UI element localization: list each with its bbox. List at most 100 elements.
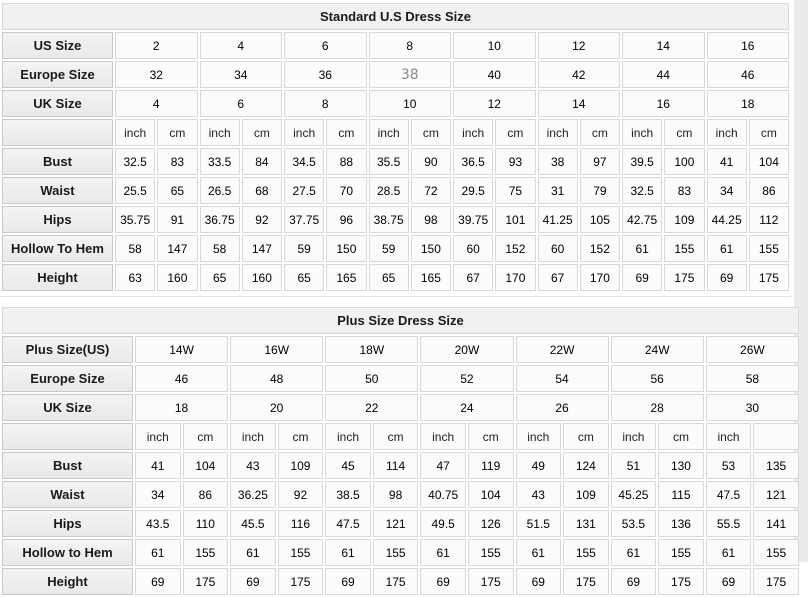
row-label: Europe Size bbox=[2, 365, 133, 392]
value-cell: 67 bbox=[453, 264, 494, 291]
value-cell: 69 bbox=[135, 568, 181, 595]
value-cell: 61 bbox=[706, 235, 747, 262]
value-cell: 49 bbox=[515, 452, 562, 479]
row-label bbox=[2, 119, 113, 146]
value-cell: 104 bbox=[182, 452, 229, 479]
value-cell: 36.75 bbox=[199, 206, 240, 233]
value-cell: 41 bbox=[706, 148, 747, 175]
value-cell: 37.75 bbox=[284, 206, 325, 233]
value-cell: 152 bbox=[495, 235, 536, 262]
value-cell: 155 bbox=[748, 235, 789, 262]
unit-cell: cm bbox=[372, 423, 419, 450]
unit-cell: cm bbox=[658, 423, 704, 450]
value-cell: 43 bbox=[515, 481, 562, 508]
value-cell: 38.75 bbox=[368, 206, 409, 233]
size-header-row: Europe Size 46 48 50 52 54 56 58 bbox=[2, 365, 799, 392]
row-label: Bust bbox=[2, 148, 113, 175]
value-cell: 69 bbox=[610, 568, 657, 595]
unit-cell: inch bbox=[420, 423, 466, 450]
plus-size-dress-size-table: Plus Size Dress Size Plus Size(US) 14W 16W 1… bbox=[0, 305, 801, 597]
size-cell: 34 bbox=[199, 61, 282, 88]
unit-row: inch cm inch cm inch cm inch cm inch cm inch cm inch bbox=[2, 423, 799, 450]
value-cell: 36.5 bbox=[453, 148, 494, 175]
value-cell: 152 bbox=[579, 235, 620, 262]
value-cell: 96 bbox=[326, 206, 367, 233]
unit-cell: inch bbox=[325, 423, 371, 450]
value-cell: 60 bbox=[537, 235, 578, 262]
value-cell: 51 bbox=[610, 452, 657, 479]
size-cell: 8 bbox=[284, 90, 367, 117]
value-cell: 91 bbox=[157, 206, 198, 233]
size-cell: 26 bbox=[515, 394, 609, 421]
value-cell: 47.5 bbox=[325, 510, 371, 537]
value-cell: 83 bbox=[664, 177, 705, 204]
value-cell: 72 bbox=[410, 177, 451, 204]
unit-cell: inch bbox=[622, 119, 663, 146]
unit-cell: inch bbox=[135, 423, 181, 450]
size-cell: 58 bbox=[705, 365, 799, 392]
value-cell: 28.5 bbox=[368, 177, 409, 204]
value-cell: 60 bbox=[453, 235, 494, 262]
value-cell: 112 bbox=[748, 206, 789, 233]
value-cell: 92 bbox=[241, 206, 282, 233]
unit-cell: inch bbox=[199, 119, 240, 146]
unit-cell: cm bbox=[495, 119, 536, 146]
value-cell: 69 bbox=[706, 264, 747, 291]
value-cell: 104 bbox=[467, 481, 514, 508]
size-cell: 26W bbox=[705, 336, 799, 363]
row-label: Europe Size bbox=[2, 61, 113, 88]
size-cell: 12 bbox=[537, 32, 620, 59]
value-cell: 36.25 bbox=[230, 481, 276, 508]
size-header-row: Europe Size 32 34 36 38 40 42 44 46 bbox=[2, 61, 789, 88]
unit-cell: inch bbox=[230, 423, 276, 450]
value-cell: 70 bbox=[326, 177, 367, 204]
size-cell: 54 bbox=[515, 365, 609, 392]
value-cell: 51.5 bbox=[515, 510, 562, 537]
value-cell: 39.5 bbox=[622, 148, 663, 175]
table-title-row: Plus Size Dress Size bbox=[2, 307, 799, 334]
size-cell: 52 bbox=[420, 365, 514, 392]
unit-cell: cm bbox=[410, 119, 451, 146]
value-cell: 32.5 bbox=[115, 148, 156, 175]
value-cell: 165 bbox=[326, 264, 367, 291]
size-cell: 32 bbox=[115, 61, 198, 88]
value-cell: 150 bbox=[326, 235, 367, 262]
value-cell: 175 bbox=[277, 568, 324, 595]
value-cell: 121 bbox=[753, 481, 799, 508]
size-cell: 14 bbox=[622, 32, 705, 59]
value-cell: 105 bbox=[579, 206, 620, 233]
size-cell: 30 bbox=[705, 394, 799, 421]
unit-cell: inch bbox=[115, 119, 156, 146]
value-cell: 29.5 bbox=[453, 177, 494, 204]
row-label: UK Size bbox=[2, 394, 133, 421]
value-cell: 26.5 bbox=[199, 177, 240, 204]
size-cell: 14 bbox=[537, 90, 620, 117]
value-cell: 175 bbox=[658, 568, 704, 595]
row-label: Hollow To Hem bbox=[2, 235, 113, 262]
value-cell: 98 bbox=[410, 206, 451, 233]
value-cell: 131 bbox=[563, 510, 609, 537]
size-cell: 18 bbox=[135, 394, 229, 421]
value-cell: 69 bbox=[622, 264, 663, 291]
unit-cell: inch bbox=[537, 119, 578, 146]
value-cell: 69 bbox=[230, 568, 276, 595]
value-cell: 116 bbox=[277, 510, 324, 537]
value-cell: 121 bbox=[372, 510, 419, 537]
value-cell: 33.5 bbox=[199, 148, 240, 175]
row-label: Height bbox=[2, 264, 113, 291]
size-header-row: US Size 2 4 6 8 10 12 14 16 bbox=[2, 32, 789, 59]
size-header-row: Plus Size(US) 14W 16W 18W 20W 22W 24W 26W bbox=[2, 336, 799, 363]
unit-cell: cm bbox=[579, 119, 620, 146]
size-cell: 38 bbox=[368, 61, 451, 88]
size-cell: 46 bbox=[706, 61, 789, 88]
unit-cell: inch bbox=[284, 119, 325, 146]
unit-cell: cm bbox=[157, 119, 198, 146]
value-cell: 63 bbox=[115, 264, 156, 291]
size-header-row: UK Size 18 20 22 24 26 28 30 bbox=[2, 394, 799, 421]
size-cell: 4 bbox=[115, 90, 198, 117]
size-cell: 22 bbox=[325, 394, 419, 421]
value-cell: 68 bbox=[241, 177, 282, 204]
size-cell: 24 bbox=[420, 394, 514, 421]
unit-cell: cm bbox=[748, 119, 789, 146]
